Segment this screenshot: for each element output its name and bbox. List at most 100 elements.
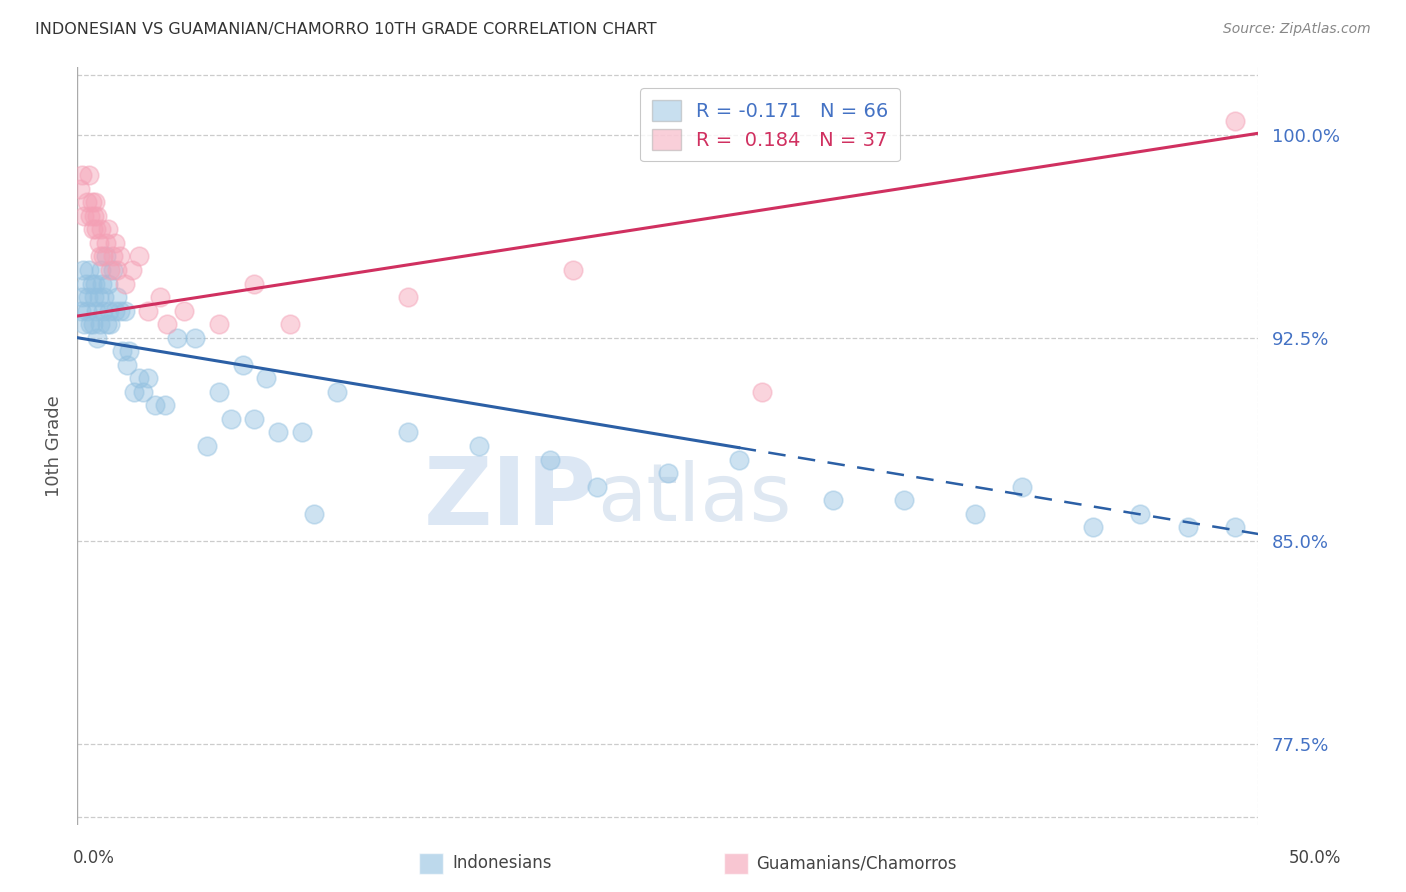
Point: [84, 303, 107, 318]
Point: [232, 358, 254, 372]
Point: [100, 317, 122, 331]
Point: [136, 371, 159, 385]
Point: [83, 290, 105, 304]
Point: [79, 209, 101, 223]
Point: [195, 439, 218, 453]
Point: [396, 425, 419, 440]
Point: [326, 384, 349, 399]
Point: [1129, 507, 1152, 521]
Point: [1011, 480, 1033, 494]
Point: [267, 425, 290, 440]
Point: [70, 303, 93, 318]
Text: Indonesians: Indonesians: [453, 855, 553, 872]
Point: [84, 222, 107, 236]
Point: [101, 263, 124, 277]
Point: [70, 168, 93, 182]
Point: [1223, 520, 1246, 534]
Text: Source: ZipAtlas.com: Source: ZipAtlas.com: [1223, 22, 1371, 37]
Point: [121, 263, 143, 277]
Point: [70, 290, 93, 304]
Point: [86, 209, 108, 223]
Point: [75, 277, 97, 291]
Point: [278, 317, 301, 331]
Point: [80, 277, 103, 291]
Point: [84, 277, 107, 291]
Point: [100, 263, 122, 277]
Point: [254, 371, 277, 385]
Point: [93, 290, 115, 304]
Point: [208, 384, 231, 399]
Point: [657, 466, 679, 480]
Point: [91, 277, 114, 291]
Point: [98, 303, 121, 318]
Point: [97, 222, 120, 236]
Text: 0.0%: 0.0%: [73, 849, 115, 867]
Point: [128, 371, 150, 385]
Point: [90, 263, 112, 277]
Point: [77, 290, 100, 304]
Point: [173, 303, 195, 318]
Point: [107, 290, 129, 304]
Point: [101, 250, 124, 264]
Point: [149, 290, 172, 304]
Point: [1081, 520, 1104, 534]
Point: [468, 439, 491, 453]
Point: [79, 317, 101, 331]
Point: [219, 412, 242, 426]
Point: [132, 384, 155, 399]
Point: [586, 480, 609, 494]
Point: [73, 317, 96, 331]
Point: [115, 358, 138, 372]
Point: [89, 250, 111, 264]
Point: [302, 507, 325, 521]
Point: [72, 263, 94, 277]
Point: [727, 452, 749, 467]
Text: INDONESIAN VS GUAMANIAN/CHAMORRO 10TH GRADE CORRELATION CHART: INDONESIAN VS GUAMANIAN/CHAMORRO 10TH GR…: [35, 22, 657, 37]
Point: [122, 384, 145, 399]
Point: [69, 182, 91, 196]
Point: [96, 317, 118, 331]
Point: [114, 277, 136, 291]
Point: [243, 412, 266, 426]
Legend: R = -0.171   N = 66, R =  0.184   N = 37: R = -0.171 N = 66, R = 0.184 N = 37: [640, 88, 900, 161]
Point: [243, 277, 266, 291]
Point: [104, 235, 127, 250]
Point: [128, 250, 150, 264]
Point: [87, 290, 110, 304]
Text: atlas: atlas: [598, 460, 792, 538]
Point: [97, 277, 120, 291]
Point: [91, 303, 114, 318]
Point: [1177, 520, 1199, 534]
Point: [107, 263, 129, 277]
Point: [77, 168, 100, 182]
Point: [108, 303, 131, 318]
Point: [893, 493, 915, 508]
Point: [208, 317, 231, 331]
Point: [91, 250, 114, 264]
Point: [562, 263, 585, 277]
Point: [136, 303, 159, 318]
Point: [82, 317, 104, 331]
Text: Guamanians/Chamorros: Guamanians/Chamorros: [756, 855, 957, 872]
Point: [1223, 114, 1246, 128]
Point: [104, 303, 127, 318]
Point: [82, 222, 104, 236]
Point: [184, 331, 207, 345]
Point: [77, 263, 100, 277]
Point: [89, 317, 111, 331]
Point: [823, 493, 845, 508]
Point: [94, 250, 117, 264]
Point: [166, 331, 188, 345]
Point: [90, 222, 112, 236]
Point: [291, 425, 314, 440]
Point: [80, 195, 103, 210]
Point: [94, 235, 117, 250]
Text: 50.0%: 50.0%: [1288, 849, 1341, 867]
Point: [111, 344, 134, 359]
Point: [156, 317, 179, 331]
Point: [396, 290, 419, 304]
Point: [963, 507, 986, 521]
Point: [143, 398, 166, 412]
Point: [87, 235, 110, 250]
Y-axis label: 10th Grade: 10th Grade: [45, 395, 63, 497]
